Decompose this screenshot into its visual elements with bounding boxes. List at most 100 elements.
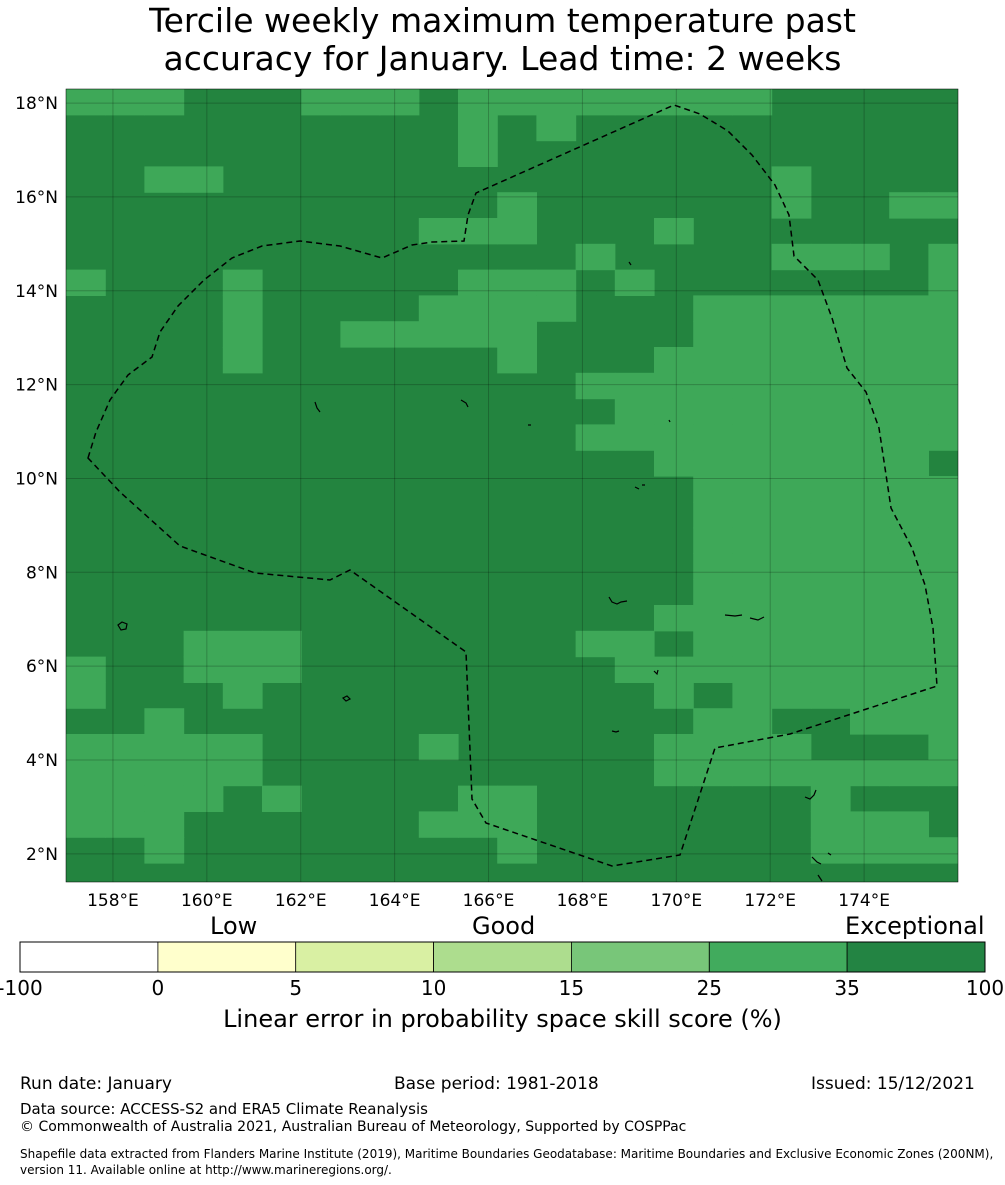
skill-cell — [693, 398, 733, 425]
skill-cell — [850, 243, 890, 271]
skill-cell — [654, 398, 694, 425]
skill-cell — [810, 837, 851, 864]
skill-cell — [732, 656, 773, 683]
axis-labels: 158°E 160°E 162°E 164°E 166°E 168°E 170°E 172°E… — [15, 94, 890, 911]
skill-cell — [379, 321, 420, 348]
colorbar — [19, 941, 986, 973]
lon-tick-label: 168°E — [557, 891, 609, 911]
skill-cell — [222, 295, 263, 322]
skill-cell — [771, 321, 812, 348]
colorbar-segment — [846, 941, 986, 973]
eez-boundary — [87, 104, 938, 867]
lon-tick-label: 170°E — [650, 891, 702, 911]
skill-cell — [693, 734, 733, 761]
category-low: Low — [210, 912, 258, 940]
skill-cell — [458, 89, 498, 116]
skill-cell — [693, 759, 733, 787]
colorbar-tick-label: 0 — [151, 976, 165, 1000]
skill-cell — [771, 630, 812, 658]
skill-cell — [889, 811, 929, 838]
skill-cell — [771, 372, 812, 400]
skill-cell — [889, 682, 929, 709]
skill-cell — [810, 785, 851, 812]
skill-cell — [928, 372, 958, 400]
skill-cell — [536, 269, 577, 296]
skill-cell — [693, 527, 733, 554]
skill-cell — [693, 553, 733, 580]
skill-cell — [183, 166, 224, 193]
skill-cell — [850, 630, 890, 658]
island — [804, 789, 817, 800]
skill-cell — [693, 347, 733, 374]
skill-cell — [889, 837, 929, 864]
skill-cell — [183, 759, 224, 787]
skill-cell — [732, 759, 773, 787]
island — [668, 419, 671, 423]
skill-cell — [654, 656, 694, 683]
colorbar-segment — [571, 941, 710, 973]
skill-cell — [928, 656, 958, 683]
skill-score-map: 158°E 160°E 162°E 164°E 166°E 168°E 170°E 172°E… — [15, 88, 959, 911]
skill-cell — [928, 347, 958, 374]
skill-cell — [771, 424, 812, 451]
skill-cell — [614, 269, 655, 296]
skill-cell — [497, 837, 537, 864]
skill-cell — [575, 243, 616, 271]
lon-tick-label: 158°E — [87, 891, 139, 911]
skill-cell — [732, 553, 773, 580]
skill-cell — [614, 424, 655, 451]
skill-cell — [771, 476, 812, 503]
skill-cell — [536, 114, 577, 142]
skill-cell — [810, 243, 851, 271]
skill-cell — [222, 347, 263, 374]
colorbar-segment — [433, 941, 572, 973]
skill-cell — [693, 89, 733, 116]
skill-cell — [614, 398, 655, 425]
lon-tick-label: 172°E — [744, 891, 796, 911]
skill-cell — [497, 269, 537, 296]
island — [628, 261, 632, 266]
skill-cell — [732, 450, 773, 477]
skill-cell — [889, 321, 929, 348]
skill-cell — [222, 269, 263, 296]
skill-cell — [693, 450, 733, 477]
skill-cell — [810, 553, 851, 580]
skill-cell — [575, 372, 616, 400]
skill-cell — [222, 656, 263, 683]
island — [341, 695, 352, 702]
map-frame — [65, 88, 959, 883]
skill-cell — [771, 295, 812, 322]
skill-cell — [458, 269, 498, 296]
skill-cell — [340, 89, 381, 116]
skill-cell — [693, 295, 733, 322]
category-good: Good — [472, 912, 536, 940]
skill-cell — [889, 398, 929, 425]
skill-cell — [928, 192, 958, 219]
skill-cell — [889, 347, 929, 374]
colorbar-segments — [19, 941, 986, 973]
skill-cell — [810, 476, 851, 503]
skill-cell — [693, 424, 733, 451]
island — [611, 730, 620, 733]
skill-cell — [889, 708, 929, 735]
skill-cell — [693, 656, 733, 683]
skill-cell — [105, 811, 145, 838]
skill-cell — [732, 295, 773, 322]
skill-cell — [732, 89, 773, 116]
skill-cell — [732, 476, 773, 503]
skill-cell — [810, 398, 851, 425]
skill-cell — [928, 579, 958, 606]
skill-cell — [732, 321, 773, 348]
skill-cell — [889, 759, 929, 787]
lat-tick-label: 16°N — [15, 188, 58, 208]
skill-cell — [850, 347, 890, 374]
skill-cells — [66, 89, 958, 882]
skill-cell — [66, 682, 106, 709]
skill-cell — [497, 785, 537, 812]
skill-cell — [889, 295, 929, 322]
skill-cell — [536, 295, 577, 322]
skill-cell — [889, 656, 929, 683]
skill-cell — [928, 708, 958, 735]
lat-tick-label: 8°N — [26, 563, 58, 583]
island — [811, 852, 832, 865]
